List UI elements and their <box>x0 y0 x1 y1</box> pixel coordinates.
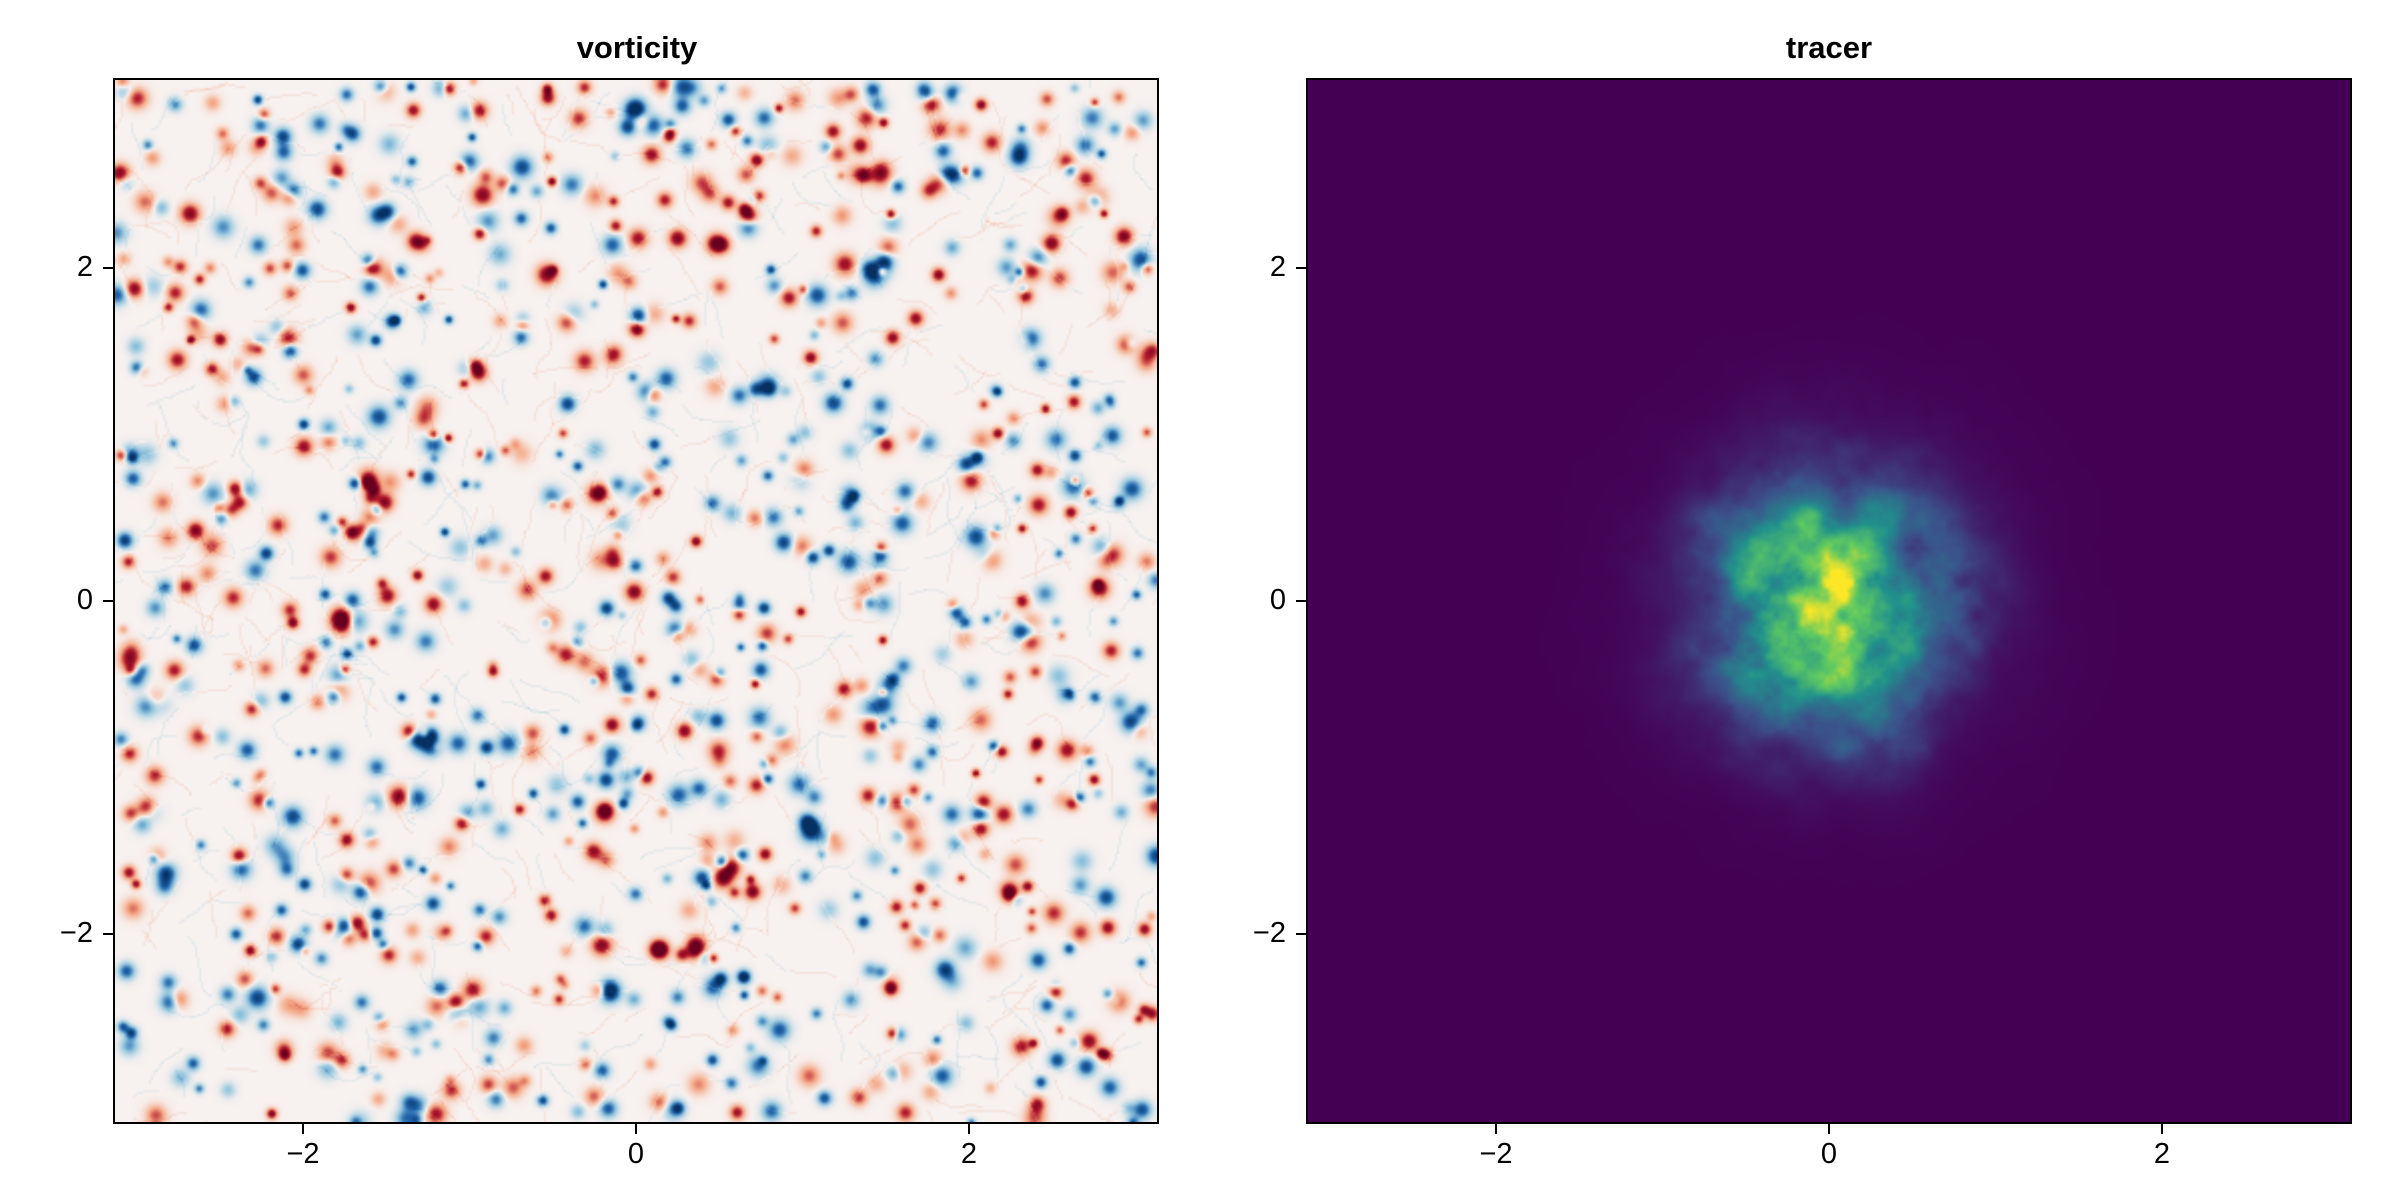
vorticity-xtick-label: 0 <box>627 1138 645 1170</box>
tracer-ytick <box>1296 932 1306 935</box>
panel-title-vorticity: vorticity <box>576 30 698 65</box>
vorticity-xtick <box>635 1124 637 1134</box>
vorticity-ytick-label: 2 <box>76 251 93 284</box>
tracer-ytick <box>1296 600 1306 602</box>
tracer-xtick <box>1828 1124 1830 1134</box>
vorticity-ytick <box>103 600 113 602</box>
vorticity-ytick <box>103 932 113 935</box>
vorticity-ytick <box>103 267 113 270</box>
tracer-xtick-label: −2 <box>1479 1138 1513 1170</box>
vorticity-xtick <box>967 1124 970 1134</box>
vorticity-ytick-label: −2 <box>59 916 93 949</box>
tracer-ytick-label: −2 <box>1252 916 1286 949</box>
vorticity-xtick-label: 2 <box>960 1138 977 1170</box>
vorticity-ytick-label: 0 <box>76 584 93 616</box>
tracer-ytick <box>1296 267 1306 270</box>
vorticity-xtick-label: −2 <box>286 1138 320 1170</box>
tracer-heatmap <box>1308 80 2350 1122</box>
tracer-xtick-label: 0 <box>1820 1138 1838 1170</box>
tracer-ytick-label: 0 <box>1269 584 1286 616</box>
plot-area-tracer <box>1306 78 2352 1124</box>
panel-title-tracer: tracer <box>1785 30 1873 65</box>
tracer-xtick-label: 2 <box>2153 1138 2170 1170</box>
plot-area-vorticity <box>113 78 1159 1124</box>
vorticity-heatmap <box>115 80 1157 1122</box>
tracer-xtick <box>2160 1124 2163 1134</box>
tracer-xtick <box>1495 1124 1498 1134</box>
vorticity-xtick <box>302 1124 305 1134</box>
tracer-ytick-label: 2 <box>1269 251 1286 284</box>
